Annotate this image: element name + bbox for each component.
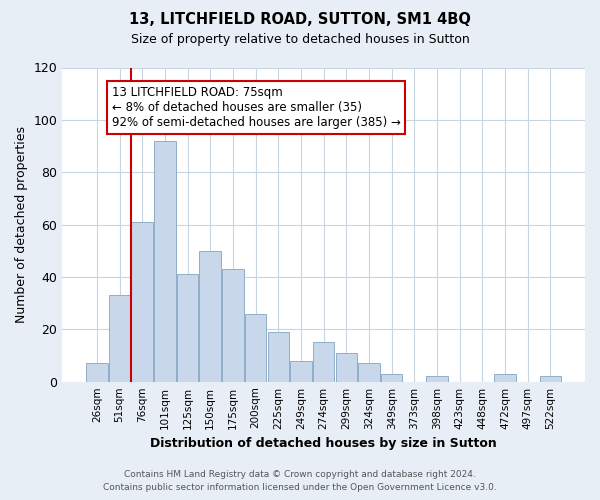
Bar <box>245 314 266 382</box>
X-axis label: Distribution of detached houses by size in Sutton: Distribution of detached houses by size … <box>150 437 497 450</box>
Bar <box>335 353 357 382</box>
Bar <box>426 376 448 382</box>
Text: Contains HM Land Registry data © Crown copyright and database right 2024.
Contai: Contains HM Land Registry data © Crown c… <box>103 470 497 492</box>
Bar <box>109 296 130 382</box>
Bar <box>381 374 403 382</box>
Bar <box>86 364 107 382</box>
Bar <box>268 332 289 382</box>
Bar <box>222 269 244 382</box>
Bar <box>494 374 516 382</box>
Bar <box>358 364 380 382</box>
Text: 13, LITCHFIELD ROAD, SUTTON, SM1 4BQ: 13, LITCHFIELD ROAD, SUTTON, SM1 4BQ <box>129 12 471 28</box>
Text: Size of property relative to detached houses in Sutton: Size of property relative to detached ho… <box>131 32 469 46</box>
Bar <box>539 376 561 382</box>
Bar <box>290 360 312 382</box>
Text: 13 LITCHFIELD ROAD: 75sqm
← 8% of detached houses are smaller (35)
92% of semi-d: 13 LITCHFIELD ROAD: 75sqm ← 8% of detach… <box>112 86 400 129</box>
Bar <box>154 141 176 382</box>
Bar <box>199 251 221 382</box>
Bar <box>131 222 153 382</box>
Bar <box>313 342 334 382</box>
Bar <box>177 274 199 382</box>
Y-axis label: Number of detached properties: Number of detached properties <box>15 126 28 323</box>
